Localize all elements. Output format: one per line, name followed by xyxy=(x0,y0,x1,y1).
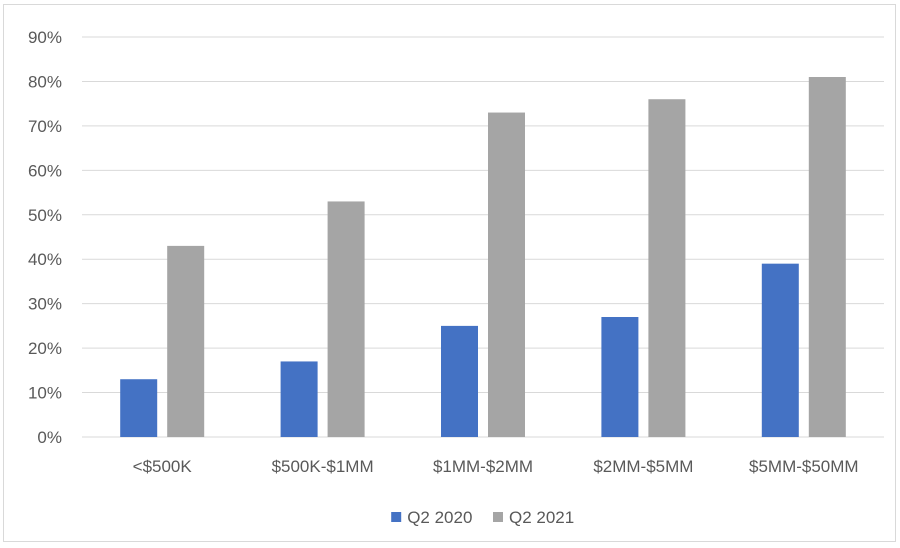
bar-q2-2021-0 xyxy=(167,245,205,437)
legend-swatch xyxy=(391,512,402,522)
x-tick-label: $2MM-$5MM xyxy=(593,457,693,476)
bar-q2-2021-1 xyxy=(327,201,365,437)
legend-label: Q2 2020 xyxy=(407,508,472,527)
bar-q2-2020-1 xyxy=(280,361,318,437)
bar-q2-2021-3 xyxy=(648,99,686,437)
bar-q2-2020-3 xyxy=(601,317,639,437)
y-tick-label: 70% xyxy=(28,117,62,136)
y-tick-label: 80% xyxy=(28,72,62,91)
x-tick-label: $5MM-$50MM xyxy=(749,457,859,476)
bar-q2-2020-2 xyxy=(441,325,478,437)
x-tick-label: $1MM-$2MM xyxy=(433,457,533,476)
y-tick-label: 50% xyxy=(28,206,62,225)
x-tick-label: $500K-$1MM xyxy=(272,457,374,476)
y-tick-label: 40% xyxy=(28,250,62,269)
y-tick-label: 90% xyxy=(28,28,62,47)
bar-q2-2021-4 xyxy=(808,77,846,437)
chart-frame xyxy=(3,4,896,542)
bar-q2-2020-0 xyxy=(120,379,158,437)
y-tick-label: 10% xyxy=(28,384,62,403)
legend: Q2 2020 Q2 2021 xyxy=(391,508,574,527)
x-axis: <$500K $500K-$1MM $1MM-$2MM $2MM-$5MM $5MM-$… xyxy=(133,457,859,476)
legend-swatch xyxy=(493,512,503,522)
y-tick-label: 0% xyxy=(37,428,62,447)
bar-q2-2021-2 xyxy=(488,112,525,438)
bar-q2-2020-4 xyxy=(761,263,799,437)
y-axis: 0% 10% 20% 30% 40% 50% 60% 70% 80% 90% xyxy=(28,28,62,447)
y-tick-label: 60% xyxy=(28,161,62,180)
y-tick-label: 30% xyxy=(28,295,62,314)
bars xyxy=(120,77,846,438)
x-tick-label: <$500K xyxy=(133,457,193,476)
y-tick-label: 20% xyxy=(28,339,62,358)
gridlines xyxy=(82,36,884,438)
legend-label: Q2 2021 xyxy=(509,508,574,527)
